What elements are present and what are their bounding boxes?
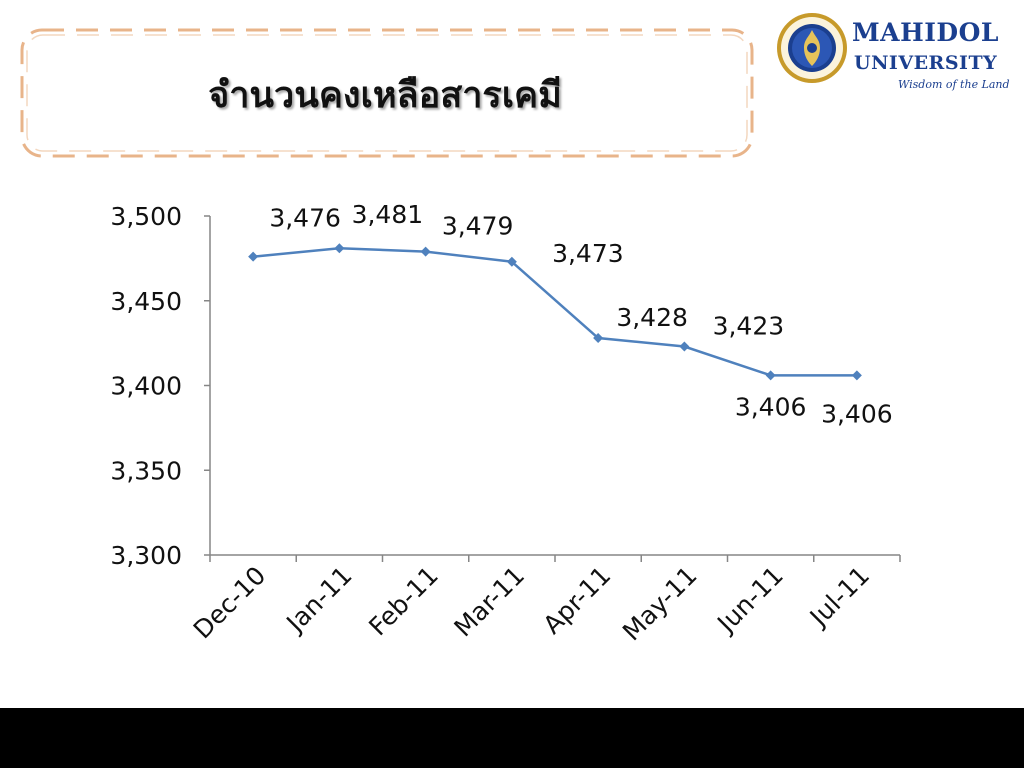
x-tick-label: Apr-11	[538, 561, 617, 640]
university-logo: MAHIDOL UNIVERSITY Wisdom of the Land	[772, 10, 1012, 91]
data-label: 3,479	[442, 212, 514, 241]
slide: จำนวนคงเหลือสารเคมี MAHIDOL UNIVERSITY W…	[0, 0, 1012, 647]
y-tick-label: 3,350	[110, 456, 182, 485]
logo-subtitle: UNIVERSITY	[854, 52, 998, 74]
logo-tagline: Wisdom of the Land	[898, 78, 1010, 91]
series-group	[248, 243, 862, 381]
x-tick-label: Jan-11	[280, 561, 358, 639]
data-point	[851, 370, 862, 381]
x-tick-label: May-11	[617, 561, 703, 647]
y-tick-label: 3,500	[110, 202, 182, 231]
x-tick-label: Jun-11	[710, 561, 788, 639]
data-label: 3,406	[821, 399, 893, 428]
data-labels: 3,476 3,481 3,479 3,473 3,428 3,423 3,406 3,406	[269, 200, 892, 428]
series-line	[253, 246, 857, 377]
y-axis-ticks: 3,300 3,350 3,400 3,450 3,500	[110, 202, 210, 570]
data-point	[593, 333, 604, 344]
data-point	[248, 251, 259, 262]
data-label: 3,476	[269, 204, 341, 233]
x-tick-label: Feb-11	[363, 561, 444, 642]
seal-icon	[777, 13, 847, 83]
x-tick-label: Jul-11	[803, 561, 875, 633]
data-point	[765, 370, 776, 381]
data-label: 3,428	[616, 303, 688, 332]
data-point	[679, 341, 690, 352]
title-frame: จำนวนคงเหลือสารเคมี	[0, 0, 770, 170]
data-point	[506, 256, 517, 267]
slide-title: จำนวนคงเหลือสารเคมี	[208, 74, 562, 116]
x-tick-label: Dec-10	[188, 561, 272, 645]
x-axis-ticks: Dec-10 Jan-11 Feb-11 Mar-11 Apr-11 May-11 Jun-…	[188, 555, 901, 647]
line-chart: 3,300 3,350 3,400 3,450 3,500 Dec-10 Jan-11 Fe…	[110, 200, 901, 647]
y-tick-label: 3,300	[110, 541, 182, 570]
data-label: 3,473	[552, 239, 624, 268]
data-point	[334, 243, 345, 254]
data-point	[420, 246, 431, 257]
data-label: 3,481	[352, 200, 424, 229]
y-tick-label: 3,400	[110, 372, 182, 401]
logo-name: MAHIDOL	[852, 18, 999, 47]
y-tick-label: 3,450	[110, 287, 182, 316]
x-tick-label: Mar-11	[449, 561, 531, 643]
dashed-frame	[20, 28, 754, 158]
bottom-bar	[0, 708, 1024, 768]
data-label: 3,423	[713, 312, 785, 341]
data-label: 3,406	[735, 392, 807, 421]
